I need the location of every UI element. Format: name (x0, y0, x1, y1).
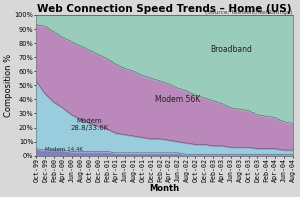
Text: Modem
28.8/33.6K: Modem 28.8/33.6K (70, 118, 108, 131)
Text: (Source: Nielsen//NetRatings): (Source: Nielsen//NetRatings) (206, 10, 293, 15)
Text: Modem 56K: Modem 56K (155, 95, 200, 104)
Title: Web Connection Speed Trends – Home (US): Web Connection Speed Trends – Home (US) (37, 4, 292, 14)
Text: Modem 14.4K: Modem 14.4K (45, 147, 83, 152)
Y-axis label: Composition %: Composition % (4, 54, 13, 117)
X-axis label: Month: Month (149, 184, 180, 193)
Text: Broadband: Broadband (210, 45, 252, 54)
